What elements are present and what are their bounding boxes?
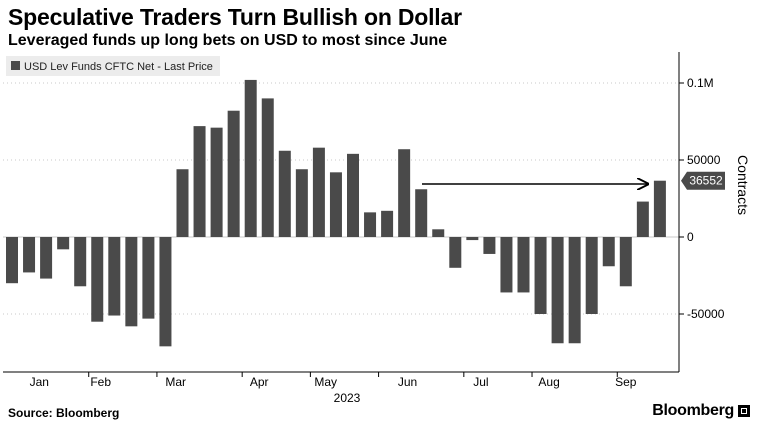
bar xyxy=(466,237,479,241)
bar xyxy=(142,237,155,319)
bar xyxy=(176,169,189,237)
x-tick-label: Sep xyxy=(615,375,637,389)
bar xyxy=(91,237,104,322)
x-tick-label: Jun xyxy=(398,375,417,389)
legend: USD Lev Funds CFTC Net - Last Price xyxy=(6,56,220,76)
bar xyxy=(210,127,223,237)
legend-swatch xyxy=(11,61,20,70)
brand-logo: Bloomberg xyxy=(652,402,750,420)
y-tick-label: -50000 xyxy=(687,307,725,321)
bar xyxy=(23,237,36,273)
x-axis: Jan Feb Mar Apr May Jun Jul Aug Sep 2023 xyxy=(3,371,679,405)
bar xyxy=(653,180,666,237)
bar xyxy=(602,237,615,267)
last-value-tag xyxy=(681,171,725,190)
bar xyxy=(381,210,394,237)
bar xyxy=(108,237,121,316)
x-axis-year-label: 2023 xyxy=(334,391,361,405)
x-tick-label: Aug xyxy=(538,375,559,389)
bar xyxy=(500,237,513,293)
y-tick-label: 0.1M xyxy=(687,76,714,90)
bar xyxy=(261,98,274,238)
bar xyxy=(585,237,598,314)
x-tick-label: Jul xyxy=(473,375,488,389)
bar xyxy=(415,189,428,237)
bars xyxy=(6,79,666,347)
bar xyxy=(57,237,70,250)
bar xyxy=(40,237,53,279)
bar xyxy=(6,237,18,284)
chart-subtitle: Leveraged funds up long bets on USD to m… xyxy=(8,32,448,49)
chart-title: Speculative Traders Turn Bullish on Doll… xyxy=(8,4,462,30)
bar xyxy=(125,237,138,327)
bar xyxy=(244,79,257,237)
bar xyxy=(364,212,377,237)
bar xyxy=(619,237,632,287)
bar xyxy=(295,169,308,237)
x-tick-label: May xyxy=(314,375,337,389)
bar xyxy=(534,237,547,314)
y-axis-title: Contracts xyxy=(735,155,751,215)
x-tick-label: Mar xyxy=(165,375,186,389)
bar xyxy=(329,172,342,237)
bar xyxy=(551,237,564,344)
source-note: Source: Bloomberg xyxy=(8,406,120,420)
bar xyxy=(517,237,530,293)
bar xyxy=(347,153,359,237)
y-tick-label: 50000 xyxy=(687,153,721,167)
annotations: 36552 xyxy=(422,171,725,190)
x-tick-label: Apr xyxy=(250,375,269,389)
x-tick-label: Jan xyxy=(30,375,49,389)
bar xyxy=(568,237,581,344)
y-axis: 0.1M 50000 0 -50000 Contracts xyxy=(678,52,751,372)
bar xyxy=(159,237,172,347)
bar xyxy=(312,147,325,237)
bar xyxy=(449,237,462,268)
bar xyxy=(193,126,206,237)
legend-background xyxy=(6,56,220,76)
x-tick-label: Feb xyxy=(90,375,111,389)
brand-name: Bloomberg xyxy=(652,402,734,419)
bar xyxy=(432,229,445,237)
brand-mark-icon xyxy=(738,405,750,417)
bar xyxy=(398,149,411,237)
y-tick-label: 0 xyxy=(687,230,694,244)
bar xyxy=(636,201,649,237)
legend-label: USD Lev Funds CFTC Net - Last Price xyxy=(24,61,213,73)
last-value-label: 36552 xyxy=(689,174,723,188)
bar xyxy=(74,237,87,287)
bar xyxy=(278,150,291,237)
bar xyxy=(483,237,496,254)
bar xyxy=(227,110,240,237)
